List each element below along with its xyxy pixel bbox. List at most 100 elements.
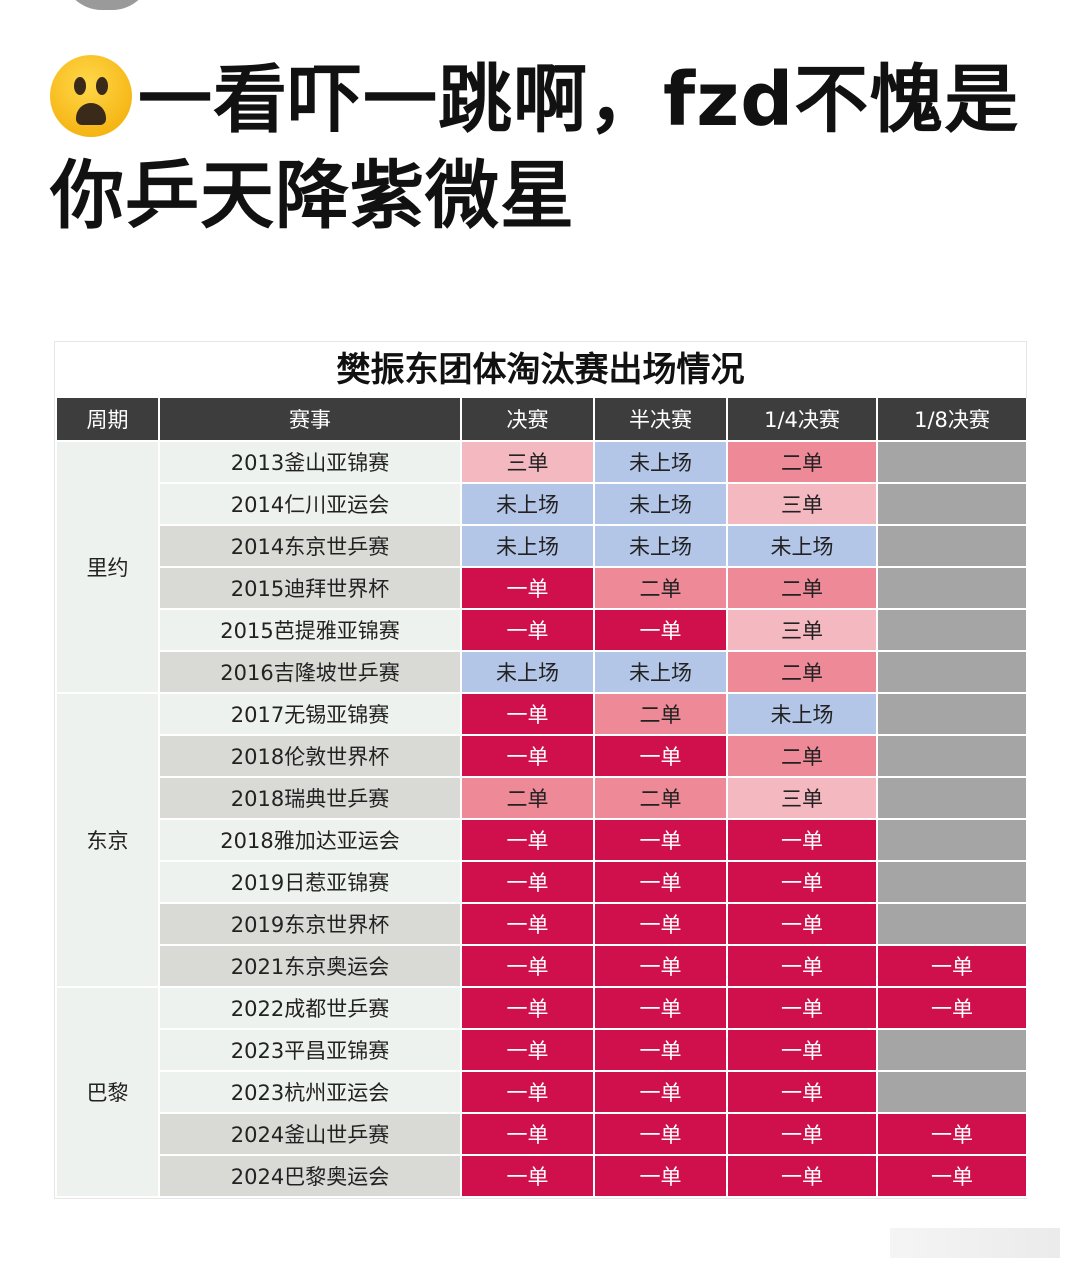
column-header: 半决赛: [593, 398, 728, 442]
event-cell: 2015芭提雅亚锦赛: [158, 608, 462, 652]
result-cell: 一单: [726, 1070, 878, 1114]
result-cell: [876, 1070, 1028, 1114]
result-cell: 一单: [726, 1154, 878, 1198]
event-cell: 2021东京奥运会: [158, 944, 462, 988]
anguished-face-icon: [50, 55, 132, 137]
result-cell: 二单: [726, 440, 878, 484]
watermark: [890, 1228, 1060, 1258]
event-cell: 2014东京世乒赛: [158, 524, 462, 568]
result-cell: [876, 776, 1028, 820]
result-cell: 二单: [593, 776, 728, 820]
table-row: 2024巴黎奥运会 一单 一单 一单 一单: [56, 1154, 1028, 1198]
avatar[interactable]: [62, 0, 152, 10]
result-cell: [876, 734, 1028, 778]
result-cell: 一单: [460, 692, 595, 736]
table-row: 2015芭提雅亚锦赛 一单 一单 三单: [56, 608, 1028, 652]
result-cell: 一单: [460, 734, 595, 778]
table-title: 樊振东团体淘汰赛出场情况: [55, 342, 1026, 398]
result-cell: [876, 566, 1028, 610]
table-row: 2023平昌亚锦赛 一单 一单 一单: [56, 1028, 1028, 1072]
result-cell: 未上场: [460, 650, 595, 694]
table-row: 2019东京世界杯 一单 一单 一单: [56, 902, 1028, 946]
result-cell: 一单: [460, 902, 595, 946]
result-cell: 一单: [460, 566, 595, 610]
result-cell: 一单: [460, 986, 595, 1030]
result-cell: 一单: [593, 1070, 728, 1114]
period-cell: 东京: [55, 692, 160, 988]
table-row: 巴黎 2022成都世乒赛 一单 一单 一单 一单: [55, 986, 1028, 1198]
headline-text: 一看吓一跳啊，fzd不愧是你乒天降紫微星: [50, 57, 1020, 239]
table-row: 东京 2017无锡亚锦赛 一单 二单 未上场: [55, 692, 1028, 988]
appearance-table-image: 樊振东团体淘汰赛出场情况 周期 赛事 决赛 半决赛 1/4决赛 1/8决赛 里约 2013釜…: [54, 341, 1028, 1199]
result-cell: 一单: [460, 1112, 595, 1156]
result-cell: [876, 524, 1028, 568]
result-cell: 未上场: [726, 692, 878, 736]
result-cell: 一单: [726, 818, 878, 862]
result-cell: [876, 692, 1028, 736]
event-cell: 2024巴黎奥运会: [158, 1154, 462, 1198]
result-cell: 一单: [593, 986, 728, 1030]
result-cell: 一单: [726, 902, 878, 946]
result-cell: 二单: [726, 650, 878, 694]
period-cell: 里约: [55, 440, 160, 694]
post-headline: 一看吓一跳啊，fzd不愧是你乒天降紫微星: [50, 52, 1040, 244]
table-row: 2023杭州亚运会 一单 一单 一单: [56, 1070, 1028, 1114]
result-cell: 二单: [726, 734, 878, 778]
table-row: 2014仁川亚运会 未上场 未上场 三单: [56, 482, 1028, 526]
column-header: 赛事: [158, 398, 462, 442]
column-header: 决赛: [460, 398, 595, 442]
table-row: 2019日惹亚锦赛 一单 一单 一单: [56, 860, 1028, 904]
result-cell: 一单: [593, 818, 728, 862]
table-row: 2018瑞典世乒赛 二单 二单 三单: [56, 776, 1028, 820]
table-row: 里约 2013釜山亚锦赛 三单 未上场 二单: [55, 440, 1028, 694]
result-cell: 一单: [460, 818, 595, 862]
result-cell: 未上场: [460, 524, 595, 568]
result-cell: [876, 818, 1028, 862]
result-cell: 一单: [726, 944, 878, 988]
result-cell: 未上场: [593, 650, 728, 694]
event-cell: 2023杭州亚运会: [158, 1070, 462, 1114]
result-cell: 未上场: [593, 482, 728, 526]
event-cell: 2015迪拜世界杯: [158, 566, 462, 610]
result-cell: 三单: [726, 776, 878, 820]
result-cell: [876, 650, 1028, 694]
event-cell: 2018伦敦世界杯: [158, 734, 462, 778]
result-cell: 未上场: [460, 482, 595, 526]
event-cell: 2016吉隆坡世乒赛: [158, 650, 462, 694]
event-cell: 2014仁川亚运会: [158, 482, 462, 526]
result-cell: 一单: [593, 1028, 728, 1072]
result-cell: 一单: [593, 902, 728, 946]
result-cell: 一单: [460, 1154, 595, 1198]
result-cell: [876, 860, 1028, 904]
result-cell: [876, 902, 1028, 946]
result-cell: 三单: [460, 440, 595, 484]
event-cell: 2022成都世乒赛: [158, 986, 462, 1030]
result-cell: 二单: [593, 566, 728, 610]
result-cell: [876, 1028, 1028, 1072]
result-cell: [876, 482, 1028, 526]
column-header: 周期: [55, 398, 160, 442]
result-cell: [876, 440, 1028, 484]
event-cell: 2019日惹亚锦赛: [158, 860, 462, 904]
event-cell: 2017无锡亚锦赛: [158, 692, 462, 736]
result-cell: 一单: [460, 1070, 595, 1114]
event-cell: 2013釜山亚锦赛: [158, 440, 462, 484]
result-cell: [876, 608, 1028, 652]
result-cell: 一单: [876, 944, 1028, 988]
result-cell: 一单: [726, 986, 878, 1030]
result-cell: 一单: [726, 1112, 878, 1156]
result-cell: 二单: [460, 776, 595, 820]
event-cell: 2018雅加达亚运会: [158, 818, 462, 862]
table-row: 2018雅加达亚运会 一单 一单 一单: [56, 818, 1028, 862]
column-header: 1/8决赛: [876, 398, 1028, 442]
result-cell: 一单: [593, 608, 728, 652]
result-cell: 二单: [593, 692, 728, 736]
event-cell: 2019东京世界杯: [158, 902, 462, 946]
table-row: 2016吉隆坡世乒赛 未上场 未上场 二单: [56, 650, 1028, 694]
result-cell: 三单: [726, 608, 878, 652]
table-row: 2018伦敦世界杯 一单 一单 二单: [56, 734, 1028, 778]
result-cell: 一单: [876, 1112, 1028, 1156]
result-cell: 三单: [726, 482, 878, 526]
result-cell: 一单: [593, 1112, 728, 1156]
result-cell: 一单: [726, 1028, 878, 1072]
